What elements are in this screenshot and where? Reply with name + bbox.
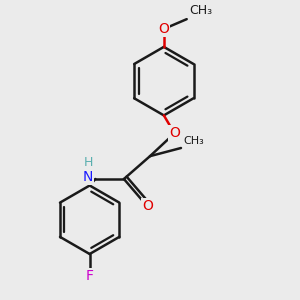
Text: CH₃: CH₃ [189,4,212,17]
Text: O: O [169,126,180,140]
Text: N: N [82,170,93,184]
Text: CH₃: CH₃ [183,136,204,146]
Text: H: H [83,156,93,169]
Text: F: F [86,269,94,283]
Text: O: O [142,199,153,213]
Text: O: O [158,22,169,36]
